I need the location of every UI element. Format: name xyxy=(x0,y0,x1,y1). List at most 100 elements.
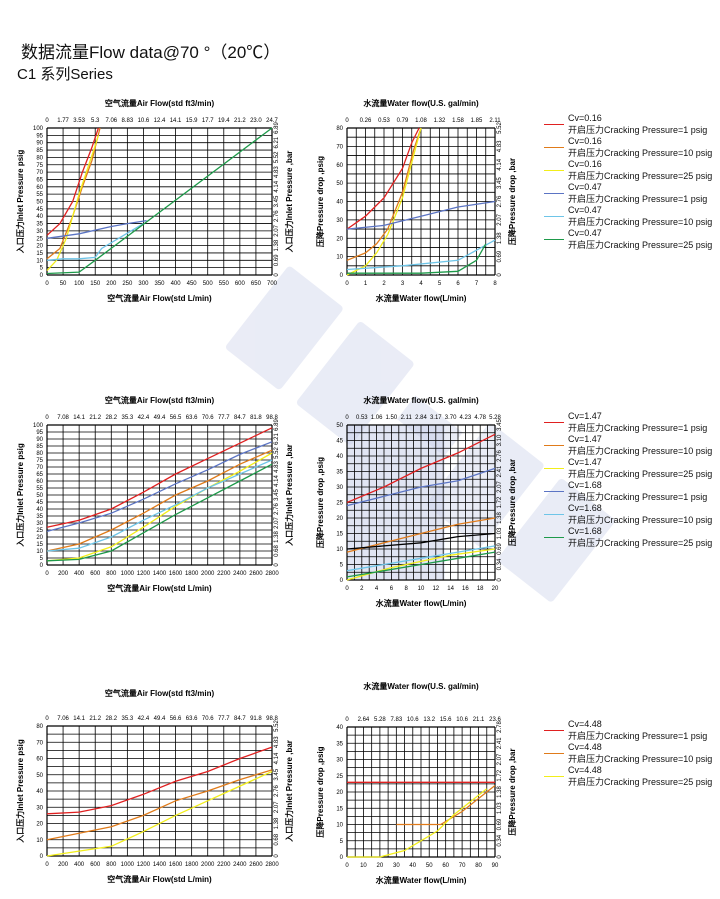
right-tick-label: 5.52 xyxy=(497,122,503,134)
y-tick-label: 10 xyxy=(336,823,343,829)
y-tick-label: 50 xyxy=(36,773,43,779)
right-tick-label: 4.83 xyxy=(274,166,280,178)
series-subtitle: C1 系列Series xyxy=(17,66,113,83)
legend-item: Cv=1.68 开启压力Cracking Pressure=25 psig xyxy=(544,526,712,549)
top-tick-label: 0.26 xyxy=(360,118,372,124)
top-tick-label: 84.7 xyxy=(234,415,246,421)
top-tick-label: 2.64 xyxy=(358,717,370,723)
top-tick-label: 28.2 xyxy=(105,415,117,421)
y-tick-label: 95 xyxy=(36,430,43,436)
top-tick-label: 1.85 xyxy=(471,118,483,124)
right-tick-label: 0 xyxy=(497,578,503,582)
x-tick-label: 1600 xyxy=(169,571,183,577)
top-tick-label: 4.78 xyxy=(474,415,486,421)
y-tick-label: 80 xyxy=(36,155,43,161)
legend-swatch xyxy=(544,537,564,538)
y-tick-label: 10 xyxy=(336,255,343,261)
right-tick-label: 4.14 xyxy=(274,752,280,764)
x-tick-label: 80 xyxy=(475,863,482,869)
y-tick-label: 15 xyxy=(36,542,43,548)
x-tick-label: 2400 xyxy=(233,862,247,868)
y-tick-label: 85 xyxy=(36,444,43,450)
y-tick-label: 5 xyxy=(340,839,344,845)
legend-cv: Cv=0.47 xyxy=(568,228,602,238)
top-tick-label: 7.06 xyxy=(105,118,117,124)
top-tick-label: 28.2 xyxy=(105,716,117,722)
right-tick-label: 1.72 xyxy=(497,496,503,508)
x-tick-label: 1400 xyxy=(153,571,167,577)
legend-cv: Cv=1.47 xyxy=(568,457,602,467)
x-tick-label: 18 xyxy=(477,586,484,592)
legend-item: Cv=0.47 开启压力Cracking Pressure=1 psig xyxy=(544,182,712,205)
x-tick-label: 300 xyxy=(138,281,149,287)
y-tick-label: 25 xyxy=(336,501,343,507)
right-tick-label: 6.21 xyxy=(274,433,280,445)
legend-swatch xyxy=(544,514,564,515)
y-tick-label: 90 xyxy=(36,141,43,147)
y-axis-title-right: 压降Pressure drop ,bar xyxy=(507,158,517,245)
series-line-lightblue xyxy=(46,459,273,552)
top-tick-label: 63.6 xyxy=(186,716,198,722)
x-tick-label: 2000 xyxy=(201,571,215,577)
right-tick-label: 0.69 xyxy=(497,250,503,262)
chart-6: 0 10 20 30 40 50 60 70 80 900 2.64 5.28 7.83 10.6 13.2… xyxy=(315,681,517,885)
legend-swatch xyxy=(544,753,564,754)
series-line-blue xyxy=(46,219,147,239)
right-tick-label: 3.45 xyxy=(274,768,280,780)
legend-label: 开启压力Cracking Pressure=1 psig xyxy=(568,422,708,433)
legend-label: 开启压力Cracking Pressure=25 psig xyxy=(568,170,713,181)
y-axis-title: 入口压力Inlet Pressure psig xyxy=(15,739,25,844)
top-tick-label: 1.58 xyxy=(452,118,464,124)
y-tick-label: 90 xyxy=(36,437,43,443)
right-tick-label: 2.41 xyxy=(497,465,503,477)
x-tick-label: 700 xyxy=(267,281,278,287)
top-tick-label: 70.6 xyxy=(202,716,214,722)
y-tick-label: 25 xyxy=(36,528,43,534)
right-tick-label: 2.76 xyxy=(497,450,503,462)
y-axis-title-right: 压降Pressure drop ,bar xyxy=(507,459,517,546)
y-tick-label: 45 xyxy=(36,207,43,213)
top-tick-label: 23.0 xyxy=(250,118,262,124)
x-tick-label: 0 xyxy=(345,281,349,287)
y-tick-label: 65 xyxy=(36,472,43,478)
x-tick-label: 800 xyxy=(106,862,117,868)
top-tick-label: 15.6 xyxy=(440,717,452,723)
legend-cv: Cv=0.47 xyxy=(568,182,602,192)
x-tick-label: 60 xyxy=(442,863,449,869)
x-tick-label: 1800 xyxy=(185,571,199,577)
legend-label: 开启压力Cracking Pressure=10 psig xyxy=(568,514,713,525)
top-tick-label: 24.7 xyxy=(266,118,278,124)
right-tick-label: 0.34 xyxy=(497,834,503,846)
y-tick-label: 35 xyxy=(336,741,343,747)
right-tick-label: 1.03 xyxy=(497,802,503,814)
legend-cv: Cv=1.68 xyxy=(568,526,602,536)
top-tick-label: 84.7 xyxy=(234,716,246,722)
right-tick-label: 1.38 xyxy=(274,531,280,543)
legend-item: Cv=0.47 开启压力Cracking Pressure=25 psig xyxy=(544,228,712,251)
y-tick-label: 0 xyxy=(340,578,344,584)
x-tick-label: 8 xyxy=(493,281,497,287)
x-axis-title: 水流量Water flow(L/min) xyxy=(375,598,467,608)
y-tick-label: 10 xyxy=(36,549,43,555)
y-tick-label: 55 xyxy=(36,486,43,492)
top-tick-label: 0 xyxy=(345,717,349,723)
x-tick-label: 1 xyxy=(364,281,368,287)
series-line-blue xyxy=(346,200,496,230)
top-tick-label: 23.6 xyxy=(489,717,501,723)
x-tick-label: 2200 xyxy=(217,571,231,577)
y-tick-label: 20 xyxy=(336,516,343,522)
right-tick-label: 5.52 xyxy=(274,447,280,459)
x-tick-label: 20 xyxy=(492,586,499,592)
top-tick-label: 14.1 xyxy=(170,118,182,124)
top-tick-label: 10.6 xyxy=(407,717,419,723)
top-axis-title: 空气流量Air Flow(std ft3/min) xyxy=(105,98,215,108)
y-tick-label: 20 xyxy=(336,790,343,796)
x-tick-label: 6 xyxy=(456,281,460,287)
top-tick-label: 3.53 xyxy=(73,118,85,124)
top-tick-label: 14.1 xyxy=(73,415,85,421)
legend-item: Cv=0.16 开启压力Cracking Pressure=1 psig xyxy=(544,113,712,136)
chart-4: 0 2 4 6 8 10 12 14 16 18 200 0.53 1.06 1.50 2.11 2.84 3.… xyxy=(315,395,517,608)
x-tick-label: 600 xyxy=(90,862,101,868)
legend-item: Cv=0.16 开启压力Cracking Pressure=10 psig xyxy=(544,136,712,159)
x-tick-label: 0 xyxy=(45,862,49,868)
